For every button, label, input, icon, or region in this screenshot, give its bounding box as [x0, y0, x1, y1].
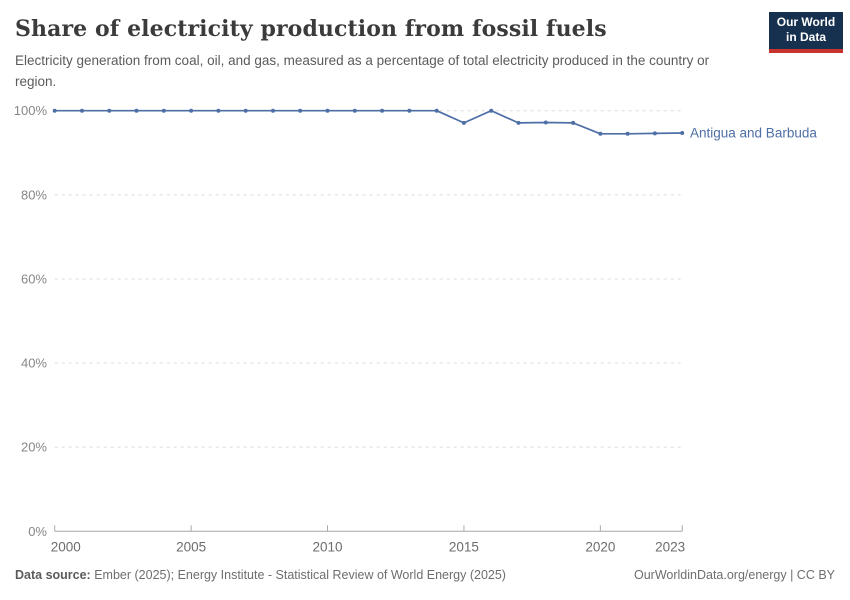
- x-axis-tick-label: 2020: [585, 539, 615, 554]
- data-point: [216, 108, 221, 113]
- data-point: [680, 131, 685, 135]
- data-point: [516, 120, 521, 125]
- data-point: [325, 108, 330, 113]
- data-point: [380, 108, 385, 113]
- data-point: [489, 108, 494, 113]
- data-source-label: Data source:: [15, 568, 91, 582]
- data-point: [461, 120, 466, 125]
- data-point: [625, 131, 630, 136]
- y-axis-tick-label: 60%: [21, 271, 47, 286]
- x-axis-tick-label: 2010: [313, 539, 343, 554]
- data-point: [407, 108, 412, 113]
- data-point: [189, 108, 194, 113]
- data-point: [107, 108, 112, 113]
- owid-logo-line2: in Data: [785, 30, 826, 44]
- y-axis-tick-label: 40%: [21, 356, 47, 371]
- data-point: [80, 108, 84, 113]
- data-point: [434, 108, 439, 113]
- y-axis-tick-label: 20%: [21, 440, 47, 455]
- chart-subtitle: Electricity generation from coal, oil, a…: [15, 53, 710, 89]
- data-point: [271, 108, 275, 113]
- data-point: [161, 108, 166, 113]
- data-point: [543, 120, 548, 125]
- owid-logo: Our World in Data: [769, 12, 843, 53]
- x-axis-tick-label: 2023: [655, 539, 685, 554]
- data-source-text: Ember (2025); Energy Institute - Statist…: [90, 568, 506, 582]
- data-line: [53, 109, 684, 135]
- license-credit: OurWorldinData.org/energy | CC BY: [633, 568, 835, 582]
- y-axis-tick-label: 0%: [28, 524, 47, 539]
- x-axis-tick-label: 2015: [449, 539, 479, 554]
- y-axis-tick-label: 100%: [14, 103, 48, 118]
- data-source-note: Data source: Ember (2025); Energy Instit…: [15, 568, 506, 582]
- data-point: [298, 108, 303, 113]
- series-end-label: Antigua and Barbuda: [690, 125, 817, 140]
- data-point: [243, 108, 248, 113]
- data-point: [52, 108, 57, 113]
- x-axis-tick-label: 2005: [176, 539, 206, 554]
- owid-logo-line1: Our World: [776, 15, 836, 29]
- y-axis-tick-label: 80%: [21, 187, 47, 202]
- data-point: [134, 108, 139, 113]
- data-point: [571, 120, 576, 125]
- x-axis-tick-label: 2000: [51, 539, 81, 554]
- chart-footer: Data source: Ember (2025); Energy Instit…: [15, 568, 835, 582]
- data-point: [652, 131, 657, 136]
- data-point: [352, 108, 357, 113]
- chart-title: Share of electricity production from fos…: [15, 16, 607, 42]
- data-point: [598, 131, 603, 136]
